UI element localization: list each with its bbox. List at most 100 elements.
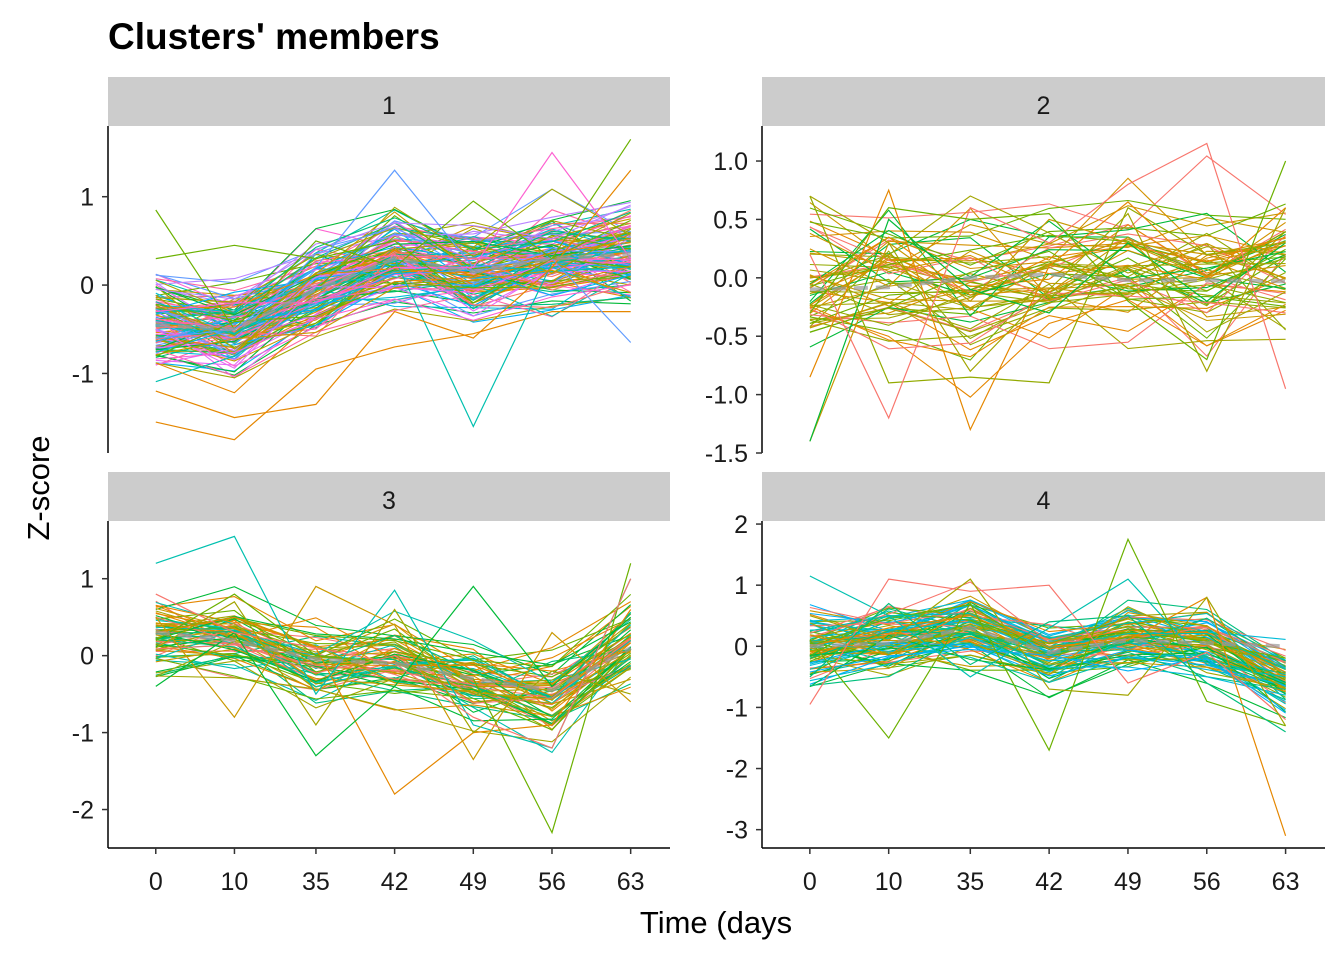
member-line: [809, 250, 1286, 307]
member-line: [809, 292, 1286, 350]
member-line: [155, 204, 631, 300]
x-tick-label: 63: [1272, 868, 1300, 896]
member-line: [809, 250, 1286, 329]
facet-strip-label: 2: [1037, 92, 1051, 120]
member-line: [155, 234, 631, 348]
member-line: [809, 155, 1286, 230]
member-line: [809, 250, 1286, 333]
y-tick-label: -2: [726, 756, 748, 784]
facet-strip-label: 4: [1037, 487, 1051, 515]
member-line: [155, 273, 631, 383]
y-tick-label: 0: [80, 272, 94, 300]
member-line: [809, 278, 1286, 340]
member-line: [155, 650, 631, 703]
member-lines: [155, 535, 632, 835]
member-line: [155, 675, 632, 743]
member-line: [809, 242, 1286, 302]
x-tick-label: 56: [1193, 868, 1221, 896]
member-line: [155, 610, 632, 683]
member-line: [155, 269, 631, 342]
cluster-mean-line: [155, 252, 631, 332]
x-tick-label: 35: [956, 868, 984, 896]
facet-strip: [108, 472, 670, 521]
member-line: [155, 241, 631, 309]
y-tick-label: 0.5: [713, 206, 748, 234]
member-line: [155, 206, 631, 322]
member-line-outlier: [155, 578, 632, 749]
x-tick-label: 10: [875, 868, 903, 896]
member-line: [155, 265, 631, 377]
member-line: [155, 637, 631, 689]
member-line-outlier: [809, 602, 1286, 733]
member-line: [809, 646, 1286, 713]
member-line: [809, 226, 1286, 293]
y-tick-label: -0.5: [705, 323, 748, 351]
cluster-mean-line: [809, 625, 1286, 655]
x-tick-label: 0: [803, 868, 817, 896]
member-line: [809, 195, 1286, 283]
member-line: [809, 648, 1286, 711]
y-tick-label: 1.0: [713, 148, 748, 176]
member-line: [155, 636, 632, 725]
member-line: [155, 260, 631, 394]
member-line-outlier: [809, 188, 1286, 432]
member-line: [155, 271, 631, 357]
member-line-outlier: [155, 169, 632, 419]
member-line-outlier: [155, 609, 632, 796]
member-line: [809, 601, 1286, 676]
x-tick-label: 49: [459, 868, 487, 896]
member-line: [809, 209, 1286, 317]
member-line: [155, 247, 631, 356]
y-tick-label: 0: [80, 643, 94, 671]
member-line: [809, 640, 1286, 686]
member-line-outlier: [809, 578, 1287, 727]
member-line: [155, 638, 631, 717]
cluster-mean-line: [155, 630, 632, 693]
member-line: [809, 622, 1286, 689]
facet-strip: [762, 77, 1325, 126]
y-tick-label: -3: [726, 817, 748, 845]
member-line: [809, 250, 1286, 346]
member-line: [155, 296, 631, 379]
member-line-outlier: [155, 151, 632, 313]
member-line: [155, 617, 631, 661]
member-line: [809, 277, 1286, 358]
x-tick-label: 42: [381, 868, 409, 896]
y-tick-label: 2: [734, 511, 748, 539]
y-tick-label: 1: [80, 566, 94, 594]
y-tick-label: 0: [734, 633, 748, 661]
member-line: [809, 220, 1286, 285]
y-tick-label: -1: [72, 720, 94, 748]
cluster-mean-line: [809, 272, 1286, 292]
member-line: [809, 267, 1286, 333]
member-line: [155, 609, 631, 678]
member-line: [155, 216, 631, 292]
member-line: [155, 615, 631, 666]
member-line-outlier: [155, 600, 631, 734]
member-line-outlier: [809, 195, 1286, 384]
y-tick-label: 0.0: [713, 265, 748, 293]
member-line: [155, 648, 631, 705]
member-line: [809, 232, 1286, 293]
chart-title: Clusters' members: [108, 16, 440, 57]
member-line: [155, 252, 631, 350]
member-line: [155, 201, 631, 285]
member-line-outlier: [809, 160, 1287, 361]
y-tick-label: -1.5: [705, 440, 748, 468]
member-line-outlier: [155, 311, 631, 441]
member-line: [155, 615, 631, 686]
member-line: [155, 228, 631, 337]
member-lines: [155, 138, 632, 441]
x-tick-label: 42: [1035, 868, 1063, 896]
member-line: [809, 220, 1286, 288]
facet-strip-label: 1: [382, 92, 396, 120]
facet-strip: [108, 77, 670, 126]
x-axis-title: Time (days: [640, 905, 792, 940]
member-line: [809, 581, 1286, 663]
y-tick-label: -1.0: [705, 382, 748, 410]
member-line: [809, 236, 1286, 296]
x-tick-label: 56: [538, 868, 566, 896]
member-line: [155, 211, 631, 320]
